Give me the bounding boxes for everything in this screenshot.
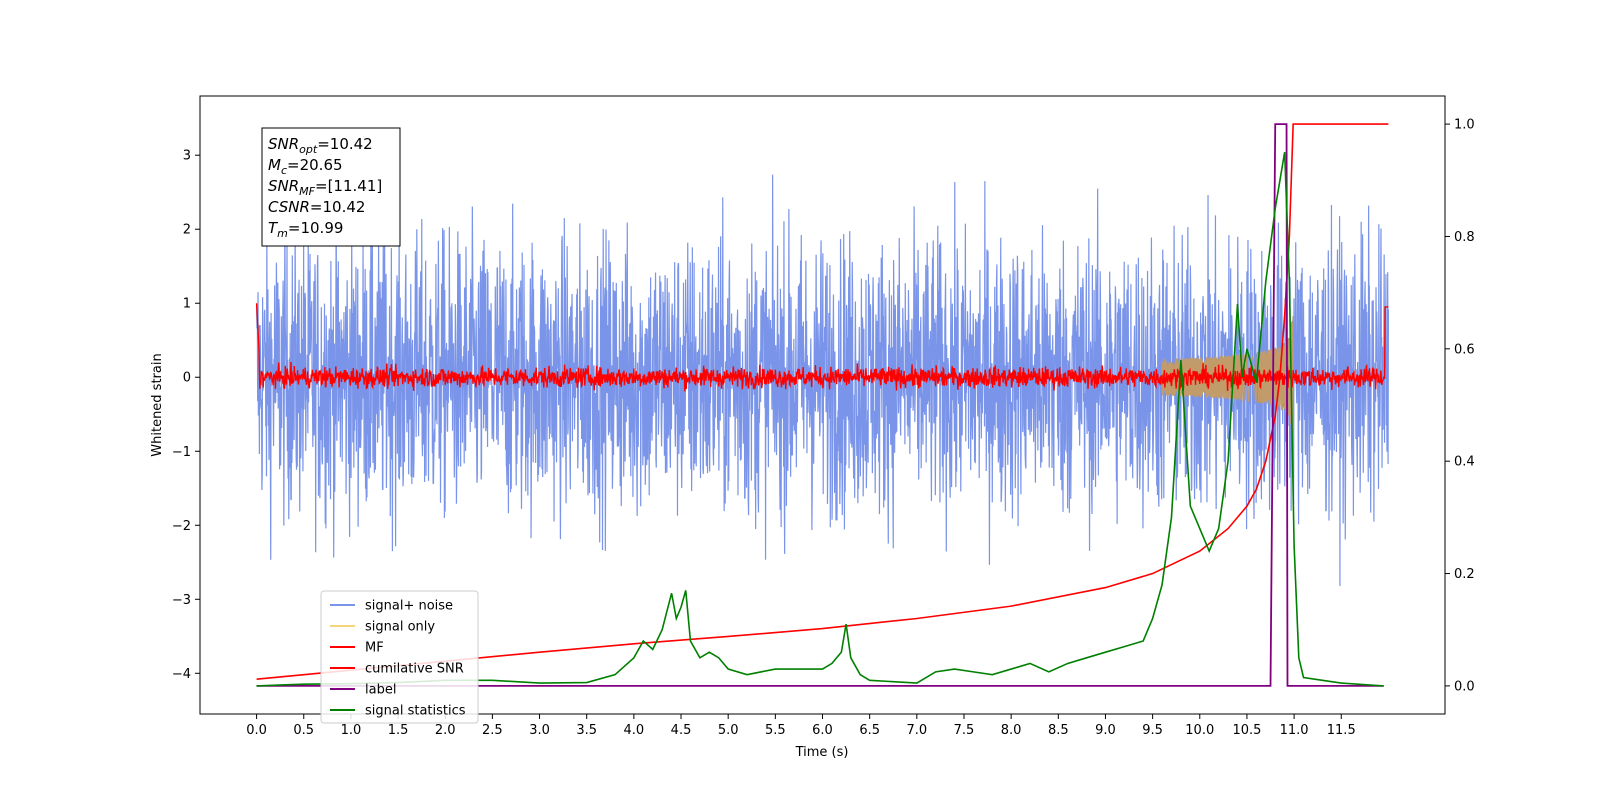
- y-tick-label: 2: [183, 223, 191, 238]
- x-tick-label: 4.5: [671, 723, 692, 738]
- y-tick-label: −4: [172, 667, 191, 682]
- stats-annotation-box: SNRopt=10.42Mc=20.65SNRMF=[11.41]CSNR=10…: [261, 127, 401, 247]
- stats-annotation-line: Tm=10.99: [268, 219, 343, 240]
- x-tick-label: 8.0: [1001, 723, 1022, 738]
- x-tick-label: 7.0: [906, 723, 927, 738]
- x-tick-label: 2.0: [435, 723, 456, 738]
- y2-tick-label: 0.8: [1454, 230, 1475, 245]
- stats-annotation-line: Mc=20.65: [268, 156, 343, 177]
- x-tick-label: 5.5: [765, 723, 786, 738]
- series-signal-noise-line: [255, 174, 1390, 587]
- x-tick-label: 9.5: [1142, 723, 1163, 738]
- x-axis-label: Time (s): [795, 745, 849, 760]
- x-tick-label: 11.0: [1280, 723, 1309, 738]
- x-axis-ticks: 0.0 0.5 1.0 1.5 2.0 2.5 3.0 3.5 4.0 4.5 5.0 5.5 6.0 6…: [246, 714, 1356, 738]
- legend-entry-label: signal statistics: [365, 704, 466, 719]
- x-tick-label: 10.5: [1232, 723, 1261, 738]
- legend-frame: [320, 590, 479, 724]
- x-tick-label: 3.5: [576, 723, 597, 738]
- legend-entry-label: signal+ noise: [365, 599, 453, 614]
- y-axis-ticks: 3 2 1 0 −1 −2 −3 −4: [172, 149, 200, 682]
- x-tick-label: 1.0: [341, 723, 362, 738]
- x-tick-label: 0.0: [246, 723, 267, 738]
- x-tick-label: 0.5: [293, 723, 314, 738]
- plot-area: [255, 123, 1390, 687]
- y-tick-label: −3: [172, 593, 191, 608]
- x-tick-label: 2.5: [482, 723, 503, 738]
- x-tick-label: 3.0: [529, 723, 550, 738]
- stats-annotation-line: CSNR=10.42: [268, 198, 365, 216]
- legend: signal+ noise signal only MF cumilative SNR…: [320, 590, 479, 724]
- legend-entry-label: cumilative SNR: [365, 662, 464, 677]
- x-tick-label: 1.5: [388, 723, 409, 738]
- y-axis-label: Whitened strain: [150, 353, 165, 456]
- x-tick-label: 6.5: [859, 723, 880, 738]
- series-mf-line: [255, 303, 1389, 392]
- x-tick-label: 5.0: [718, 723, 739, 738]
- series-label-line: [256, 123, 1384, 687]
- y2-tick-label: 0.0: [1454, 679, 1475, 694]
- y2-axis-ticks: 1.0 0.8 0.6 0.4 0.2 0.0: [1445, 118, 1475, 694]
- x-tick-label: 6.0: [812, 723, 833, 738]
- series-signal-only-line: [1161, 316, 1294, 435]
- y-tick-label: 1: [183, 297, 191, 312]
- legend-entry-label: signal only: [365, 620, 435, 635]
- x-tick-label: 9.0: [1095, 723, 1116, 738]
- x-tick-label: 7.5: [954, 723, 975, 738]
- y2-tick-label: 0.6: [1454, 342, 1475, 357]
- y-tick-label: 0: [183, 371, 191, 386]
- legend-entry-label: label: [365, 683, 396, 698]
- x-tick-label: 11.5: [1327, 723, 1356, 738]
- y2-tick-label: 1.0: [1454, 118, 1475, 133]
- stats-annotation-frame: [261, 127, 401, 247]
- stats-annotation-line: SNRMF=[11.41]: [268, 177, 382, 198]
- y-tick-label: −1: [172, 445, 191, 460]
- stats-annotation-line: SNRopt=10.42: [268, 135, 373, 156]
- legend-entry-label: MF: [365, 641, 384, 656]
- y-tick-label: −2: [172, 519, 191, 534]
- series-signal-statistics-line: [256, 152, 1384, 687]
- x-tick-label: 4.0: [624, 723, 645, 738]
- x-tick-label: 8.5: [1048, 723, 1069, 738]
- y2-tick-label: 0.2: [1454, 567, 1475, 582]
- y-tick-label: 3: [183, 149, 191, 164]
- y2-tick-label: 0.4: [1454, 455, 1475, 470]
- x-tick-label: 10.0: [1185, 723, 1214, 738]
